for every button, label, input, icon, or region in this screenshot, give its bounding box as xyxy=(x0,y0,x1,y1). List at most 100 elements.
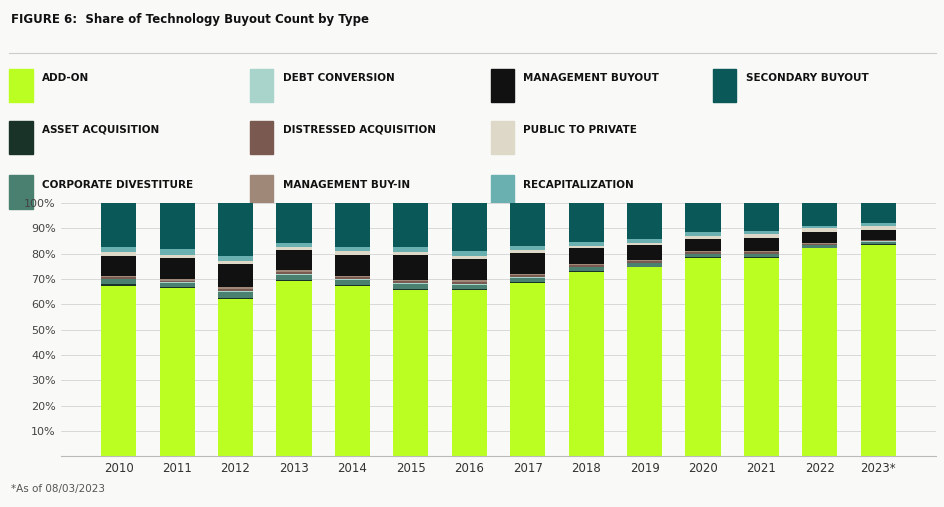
Bar xyxy=(334,279,369,280)
Bar xyxy=(277,270,312,272)
Bar xyxy=(568,268,603,271)
Text: ADD-ON: ADD-ON xyxy=(42,73,89,83)
Bar xyxy=(277,281,312,456)
Bar xyxy=(568,272,603,456)
Bar xyxy=(510,203,545,246)
Bar xyxy=(218,289,253,291)
Bar xyxy=(101,252,136,256)
Bar xyxy=(101,286,136,456)
Bar xyxy=(801,232,836,242)
Bar xyxy=(277,272,312,274)
Bar xyxy=(801,245,836,248)
Bar xyxy=(160,281,194,282)
Bar xyxy=(160,203,194,249)
Bar xyxy=(393,252,428,255)
Bar xyxy=(218,291,253,292)
Bar xyxy=(160,279,194,280)
Bar xyxy=(684,232,719,235)
Bar xyxy=(334,247,369,251)
Bar xyxy=(277,242,312,247)
Bar xyxy=(451,280,486,282)
Bar xyxy=(393,290,428,456)
Bar xyxy=(277,280,312,281)
Bar xyxy=(627,245,662,260)
Bar xyxy=(451,290,486,456)
Bar xyxy=(160,287,194,288)
Bar xyxy=(510,246,545,250)
Bar xyxy=(510,275,545,277)
Bar xyxy=(101,203,136,247)
Bar xyxy=(218,292,253,298)
Bar xyxy=(684,239,719,251)
Text: CORPORATE DIVESTITURE: CORPORATE DIVESTITURE xyxy=(42,179,193,190)
Bar xyxy=(334,286,369,456)
Bar xyxy=(568,248,603,264)
Bar xyxy=(451,251,486,256)
Bar xyxy=(393,280,428,281)
Bar xyxy=(101,278,136,279)
Bar xyxy=(510,282,545,283)
Text: RECAPITALIZATION: RECAPITALIZATION xyxy=(523,179,633,190)
Bar xyxy=(627,260,662,261)
Bar xyxy=(218,203,253,256)
Bar xyxy=(160,283,194,287)
Bar xyxy=(510,283,545,456)
Bar xyxy=(684,203,719,232)
Bar xyxy=(684,251,719,252)
Bar xyxy=(393,284,428,289)
Text: PUBLIC TO PRIVATE: PUBLIC TO PRIVATE xyxy=(523,125,636,135)
Text: DEBT CONVERSION: DEBT CONVERSION xyxy=(282,73,394,83)
Bar xyxy=(334,203,369,247)
Bar xyxy=(627,261,662,263)
Bar xyxy=(860,230,895,240)
Bar xyxy=(218,298,253,299)
Bar xyxy=(101,279,136,284)
FancyBboxPatch shape xyxy=(491,121,514,154)
Bar xyxy=(743,234,778,237)
Bar xyxy=(801,226,836,228)
Bar xyxy=(801,203,836,226)
Bar xyxy=(451,289,486,290)
Bar xyxy=(801,242,836,243)
Bar xyxy=(684,252,719,254)
FancyBboxPatch shape xyxy=(250,69,273,102)
Bar xyxy=(218,299,253,456)
Bar xyxy=(160,258,194,279)
Bar xyxy=(684,255,719,258)
Bar xyxy=(801,228,836,232)
FancyBboxPatch shape xyxy=(491,175,514,209)
FancyBboxPatch shape xyxy=(9,69,32,102)
Bar xyxy=(627,239,662,242)
Bar xyxy=(218,261,253,264)
Text: ASSET ACQUISITION: ASSET ACQUISITION xyxy=(42,125,159,135)
Bar xyxy=(277,250,312,270)
Bar xyxy=(451,282,486,284)
Bar xyxy=(568,264,603,265)
Bar xyxy=(451,203,486,251)
Bar xyxy=(743,258,778,456)
Bar xyxy=(451,259,486,280)
Bar xyxy=(568,271,603,272)
Bar xyxy=(743,231,778,234)
Text: SECONDARY BUYOUT: SECONDARY BUYOUT xyxy=(745,73,868,83)
Bar xyxy=(743,257,778,258)
Bar xyxy=(510,273,545,275)
Bar xyxy=(277,275,312,280)
Bar xyxy=(334,251,369,255)
Bar xyxy=(451,256,486,259)
Bar xyxy=(277,274,312,275)
Bar xyxy=(510,253,545,274)
Bar xyxy=(393,289,428,290)
Text: MANAGEMENT BUY-IN: MANAGEMENT BUY-IN xyxy=(282,179,410,190)
Bar xyxy=(627,268,662,456)
FancyBboxPatch shape xyxy=(713,69,735,102)
Text: DISTRESSED ACQUISITION: DISTRESSED ACQUISITION xyxy=(282,125,435,135)
Bar xyxy=(860,226,895,230)
Bar xyxy=(801,244,836,245)
Bar xyxy=(568,265,603,267)
Bar xyxy=(218,264,253,287)
Bar xyxy=(218,287,253,289)
Bar xyxy=(568,242,603,245)
Bar xyxy=(627,263,662,267)
Bar xyxy=(101,276,136,277)
